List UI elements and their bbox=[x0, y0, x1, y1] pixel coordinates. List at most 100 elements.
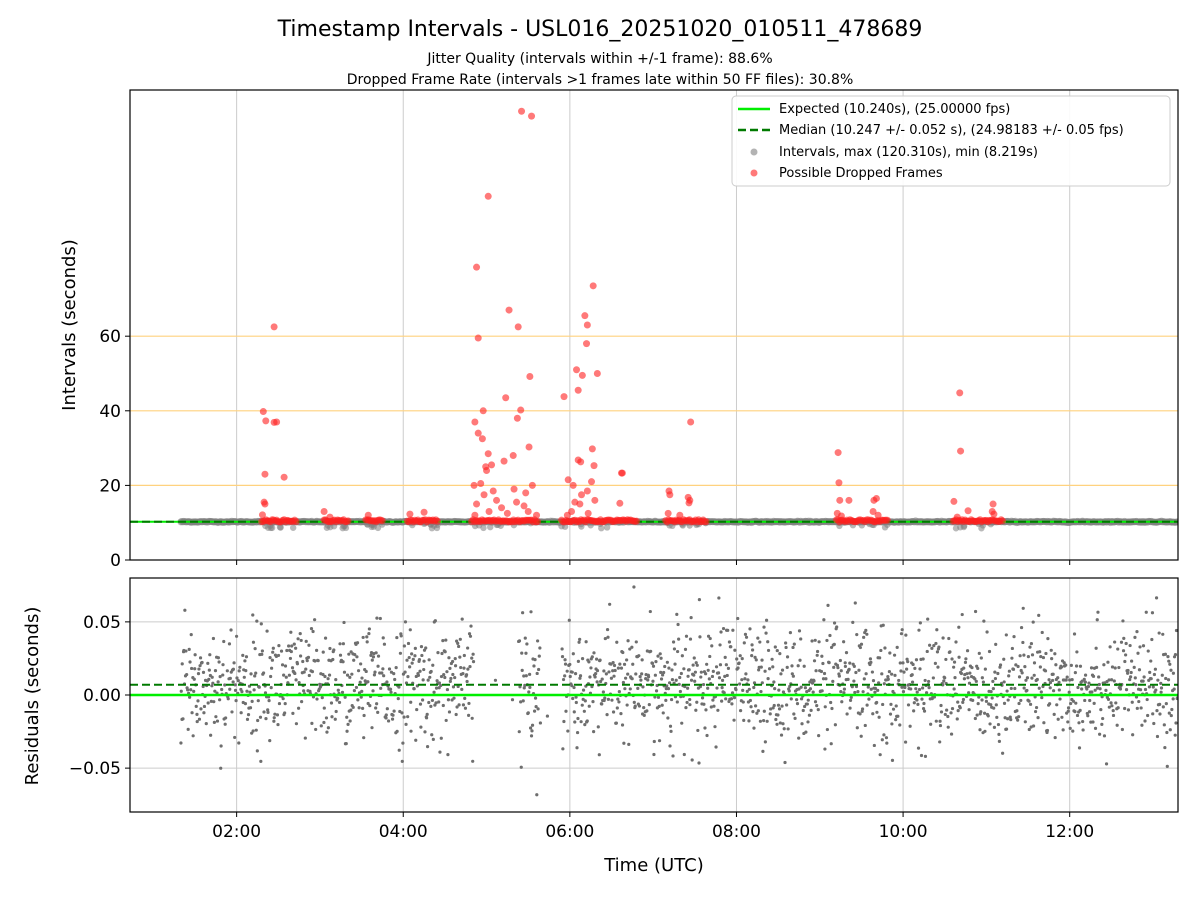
residual-point bbox=[305, 659, 309, 663]
residual-point bbox=[1139, 706, 1143, 710]
residual-point bbox=[566, 729, 570, 733]
residual-point bbox=[345, 715, 349, 719]
dropped-frame-point bbox=[500, 457, 508, 465]
residual-point bbox=[561, 747, 565, 751]
residual-point bbox=[571, 696, 575, 701]
residual-point bbox=[974, 679, 978, 683]
residual-point bbox=[219, 744, 223, 748]
residual-point bbox=[765, 719, 769, 723]
residual-point bbox=[323, 674, 327, 679]
residual-point bbox=[744, 672, 748, 676]
residual-point bbox=[283, 664, 288, 668]
residual-point bbox=[657, 704, 661, 708]
residual-point bbox=[808, 687, 813, 691]
residual-point bbox=[468, 664, 472, 669]
residual-point bbox=[1031, 724, 1036, 728]
residual-point bbox=[523, 636, 527, 640]
residual-point bbox=[661, 673, 665, 677]
residual-point bbox=[381, 667, 385, 671]
residual-point bbox=[583, 699, 587, 703]
residuals-plot-area bbox=[130, 585, 1178, 797]
residual-point bbox=[628, 647, 632, 651]
residual-point bbox=[922, 701, 926, 706]
residual-point bbox=[852, 679, 856, 683]
residual-point bbox=[277, 644, 281, 648]
residual-point bbox=[272, 719, 276, 723]
residual-point bbox=[380, 671, 384, 675]
dropped-frame-point bbox=[583, 321, 591, 329]
residual-point bbox=[268, 738, 272, 743]
residual-point bbox=[628, 687, 632, 691]
legend-item-intervals: Intervals, max (120.310s), min (8.219s) bbox=[750, 145, 1038, 160]
residual-point bbox=[1124, 641, 1128, 646]
residual-point bbox=[1047, 678, 1051, 682]
residual-point bbox=[1146, 649, 1150, 653]
residual-point bbox=[876, 688, 880, 692]
residual-point bbox=[577, 640, 581, 644]
residual-point bbox=[659, 670, 663, 674]
residual-point bbox=[720, 686, 724, 690]
residual-point bbox=[651, 679, 655, 683]
residual-point bbox=[457, 644, 461, 649]
residual-point bbox=[1070, 678, 1074, 682]
residual-point bbox=[590, 655, 594, 659]
residual-point bbox=[362, 713, 366, 718]
residual-point bbox=[1109, 701, 1113, 705]
residual-point bbox=[185, 672, 189, 677]
residual-point bbox=[536, 707, 540, 711]
residual-point bbox=[666, 716, 670, 720]
residual-point bbox=[1049, 648, 1053, 652]
residual-point bbox=[214, 715, 218, 719]
residual-point bbox=[647, 675, 651, 679]
residual-point bbox=[695, 663, 699, 667]
residual-point bbox=[229, 628, 233, 632]
residual-point bbox=[299, 638, 303, 643]
residual-point bbox=[589, 666, 593, 670]
residual-point bbox=[1069, 701, 1073, 706]
residual-point bbox=[797, 736, 801, 740]
residual-point bbox=[1087, 681, 1091, 685]
residual-point bbox=[806, 698, 810, 702]
residual-point bbox=[580, 657, 585, 661]
residual-point bbox=[680, 721, 684, 725]
residual-point bbox=[797, 629, 802, 633]
residual-point bbox=[233, 688, 238, 693]
residual-point bbox=[565, 669, 569, 673]
residual-point bbox=[856, 690, 860, 694]
residual-point bbox=[673, 662, 677, 666]
residual-point bbox=[603, 696, 607, 700]
residual-point bbox=[752, 685, 756, 690]
residual-point bbox=[398, 651, 403, 655]
residual-point bbox=[1116, 706, 1120, 710]
residual-point bbox=[235, 676, 239, 680]
residual-point bbox=[213, 668, 218, 673]
residual-point bbox=[1110, 665, 1115, 669]
residual-point bbox=[1159, 690, 1163, 694]
residual-point bbox=[358, 680, 362, 684]
dropped-frame-point bbox=[480, 491, 488, 499]
residual-point bbox=[780, 668, 785, 672]
residual-point bbox=[260, 649, 264, 653]
residual-point bbox=[1002, 657, 1006, 661]
dropped-frame-point bbox=[478, 435, 486, 443]
residual-point bbox=[1131, 733, 1135, 737]
residual-point bbox=[1085, 687, 1089, 691]
residual-point bbox=[396, 697, 400, 701]
residual-point bbox=[1075, 650, 1079, 654]
residual-point bbox=[1106, 660, 1110, 664]
residual-point bbox=[432, 690, 436, 694]
residual-point bbox=[326, 677, 330, 681]
residual-point bbox=[1040, 630, 1044, 635]
residual-point bbox=[228, 687, 232, 691]
residual-point bbox=[855, 726, 859, 730]
residual-point bbox=[378, 616, 382, 621]
residual-point bbox=[1029, 641, 1034, 646]
residual-point bbox=[1097, 675, 1101, 679]
residual-point bbox=[327, 673, 332, 677]
residual-point bbox=[723, 655, 727, 659]
residual-point bbox=[650, 661, 655, 665]
residual-point bbox=[737, 661, 741, 665]
residual-point bbox=[578, 674, 583, 678]
residual-point bbox=[414, 738, 418, 742]
residual-point bbox=[393, 677, 397, 682]
